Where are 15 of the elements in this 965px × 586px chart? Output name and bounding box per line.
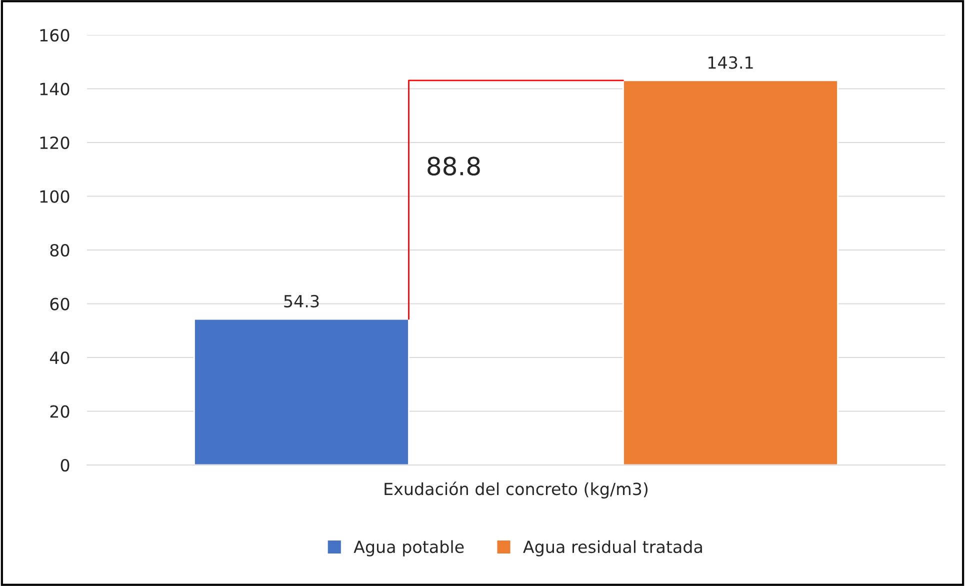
y-tick-label: 100 — [40, 190, 70, 203]
y-tick-label: 120 — [40, 136, 70, 150]
legend-label: Agua potable — [354, 540, 464, 556]
y-tick-label: 20 — [50, 405, 70, 418]
annotation: 88.8 — [428, 156, 480, 176]
y-tick-label: 40 — [50, 351, 70, 364]
y-tick-label: 60 — [50, 298, 70, 310]
data-label: 54.3 — [284, 294, 319, 308]
x-tick-label: Exudación del concreto (kg/m3) — [384, 482, 648, 498]
legend-label: Agua residual tratada — [523, 540, 702, 556]
data-label: 143.1 — [708, 56, 753, 69]
y-tick-label: 80 — [50, 244, 70, 257]
y-tick-label: 140 — [40, 82, 70, 96]
y-tick-label: 160 — [40, 28, 70, 42]
y-tick-label: 0 — [60, 458, 70, 472]
